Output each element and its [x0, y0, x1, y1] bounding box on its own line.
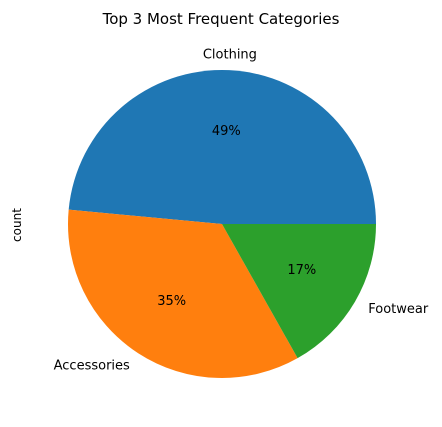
y-axis-label: count: [10, 208, 24, 242]
category-label-footwear: Footwear: [368, 302, 429, 317]
chart-title: Top 3 Most Frequent Categories: [102, 10, 340, 28]
pie-slice-clothing: [68, 70, 377, 224]
pie-slices: [67, 70, 377, 379]
percent-label-footwear: 17%: [287, 263, 316, 278]
pie-slice-footwear: [222, 224, 376, 359]
pie-labels: Clothing 49% Accessories 35% Footwear 17%: [54, 47, 429, 373]
percent-label-clothing: 49%: [212, 124, 241, 139]
percent-label-accessories: 35%: [157, 294, 186, 309]
category-label-accessories: Accessories: [54, 359, 130, 374]
category-label-clothing: Clothing: [203, 47, 257, 62]
pie-slice-accessories: [67, 209, 298, 379]
